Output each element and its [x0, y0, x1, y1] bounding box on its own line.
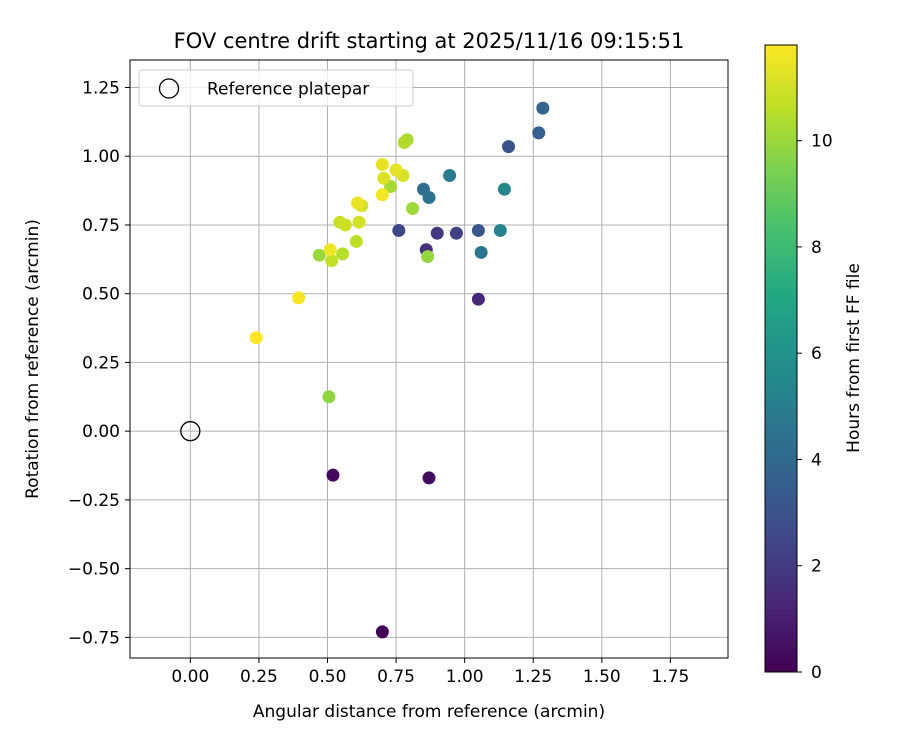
legend: Reference platepar	[138, 69, 414, 107]
data-point	[325, 254, 339, 268]
x-tick-label: 0.25	[240, 667, 278, 687]
colorbar: 0 2 4 6 8 10 Hours from first FF file	[764, 44, 864, 683]
y-axis-ticks: −0.75 −0.50 −0.25 0.00 0.25 0.50 0.75 1.00 1.25	[68, 78, 130, 648]
data-point	[377, 171, 391, 185]
y-tick-label: −0.50	[68, 560, 120, 580]
data-point	[493, 223, 507, 237]
data-point	[352, 215, 366, 229]
data-point	[449, 226, 463, 240]
x-axis-ticks: 0.00 0.25 0.50 0.75 1.00 1.25 1.50 1.75	[171, 658, 689, 687]
y-tick-label: 0.50	[82, 285, 120, 305]
grid-lines	[130, 60, 728, 658]
data-point	[323, 243, 337, 257]
data-point	[471, 292, 485, 306]
data-point	[392, 223, 406, 237]
data-point	[422, 190, 436, 204]
reference-platepar-point	[180, 421, 201, 442]
colorbar-label: Hours from first FF file	[844, 263, 864, 453]
colorbar-tick-label: 10	[811, 132, 833, 152]
legend-entry-reference: Reference platepar	[207, 80, 369, 100]
data-point	[292, 291, 306, 305]
data-point	[326, 468, 340, 482]
y-tick-label: −0.75	[68, 628, 120, 648]
x-tick-label: 0.50	[309, 667, 347, 687]
colorbar-tick-label: 6	[811, 344, 822, 364]
data-point	[375, 625, 389, 639]
data-point	[474, 245, 488, 259]
data-point	[375, 157, 389, 171]
data-point	[532, 126, 546, 140]
data-point	[497, 182, 511, 196]
colorbar-tick-label: 2	[811, 557, 822, 577]
data-point	[349, 234, 363, 248]
data-point	[336, 247, 350, 261]
data-point	[397, 135, 411, 149]
y-tick-label: 1.25	[82, 78, 120, 98]
data-point	[430, 226, 444, 240]
x-axis-label: Angular distance from reference (arcmin)	[253, 702, 605, 722]
data-point	[351, 196, 365, 210]
x-tick-label: 1.25	[514, 667, 552, 687]
x-tick-label: 1.50	[583, 667, 621, 687]
colorbar-ticks: 0 2 4 6 8 10	[797, 132, 833, 683]
y-tick-label: 0.00	[82, 422, 120, 442]
colorbar-tick-label: 4	[811, 450, 822, 470]
x-tick-label: 0.00	[171, 667, 209, 687]
data-point	[389, 163, 403, 177]
data-point	[312, 248, 326, 262]
x-tick-label: 1.75	[651, 667, 689, 687]
data-point	[536, 101, 550, 115]
colorbar-gradient	[764, 44, 798, 673]
data-point	[249, 331, 263, 345]
data-point	[406, 201, 420, 215]
colorbar-tick-label: 8	[811, 238, 822, 258]
y-tick-label: −0.25	[68, 491, 120, 511]
data-point	[375, 188, 389, 202]
y-tick-label: 0.25	[82, 353, 120, 373]
data-point	[502, 140, 516, 154]
x-tick-label: 0.75	[377, 667, 415, 687]
chart-title: FOV centre drift starting at 2025/11/16 …	[174, 29, 685, 53]
data-point	[421, 250, 435, 264]
reference-marker	[180, 421, 201, 442]
legend-reference-marker-icon	[158, 78, 180, 99]
colorbar-tick-label: 0	[811, 663, 822, 683]
data-point	[338, 218, 352, 232]
legend-box	[138, 69, 414, 107]
x-tick-label: 1.00	[446, 667, 484, 687]
data-point	[471, 223, 485, 237]
plot-frame	[129, 59, 729, 659]
y-tick-label: 1.00	[82, 147, 120, 167]
y-axis-label: Rotation from reference (arcmin)	[23, 219, 43, 499]
data-point	[443, 168, 457, 182]
data-points	[249, 101, 550, 639]
data-point	[422, 471, 436, 485]
data-point	[322, 390, 336, 404]
y-tick-label: 0.75	[82, 216, 120, 236]
